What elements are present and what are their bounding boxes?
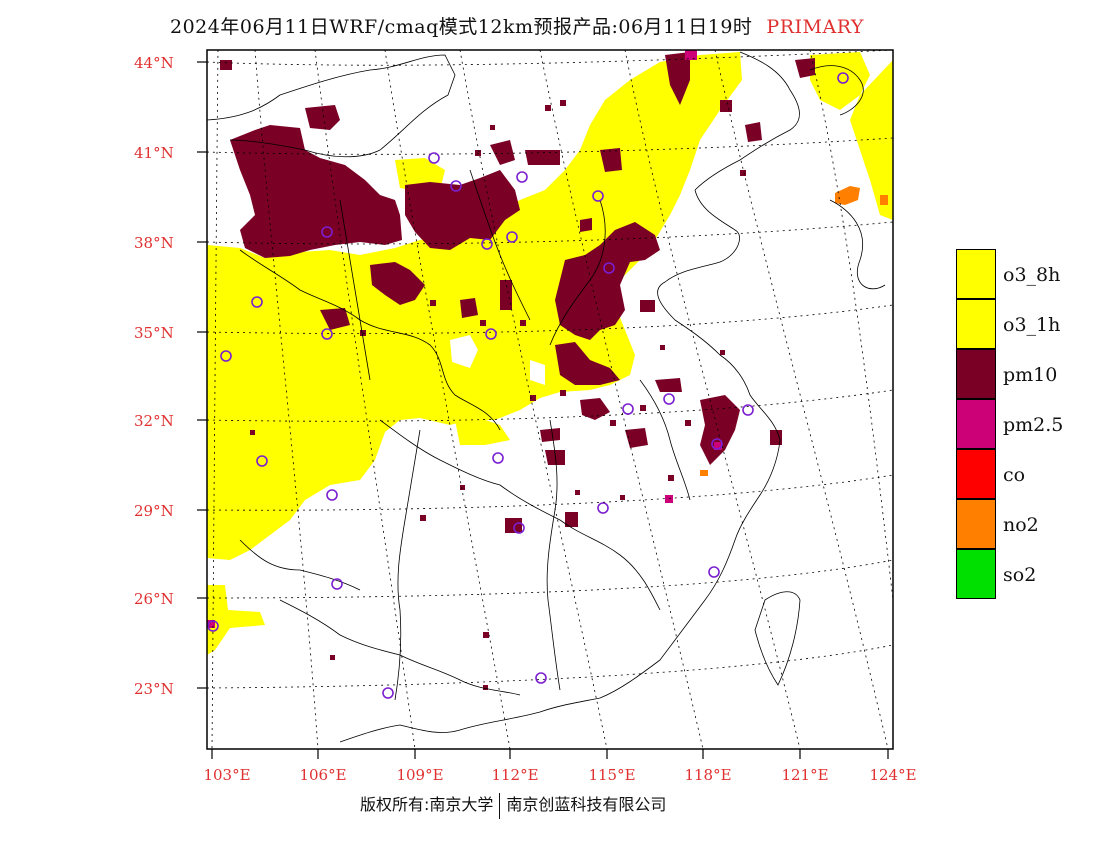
lon-label: 106°E <box>299 766 347 784</box>
legend-swatch <box>956 399 996 449</box>
legend-label: o3_1h <box>1003 314 1061 336</box>
legend-swatch <box>956 249 996 299</box>
lon-label: 103°E <box>203 766 251 784</box>
copyright: 版权所有:南京大学 南京创蓝科技有限公司 <box>360 791 666 819</box>
graticule <box>207 50 893 749</box>
lat-label: 26°N <box>134 590 174 608</box>
pm10-region <box>220 52 815 533</box>
copyright-owner: 版权所有:南京大学 <box>360 795 494 814</box>
copyright-company: 南京创蓝科技有限公司 <box>506 795 667 814</box>
legend-label: co <box>1003 464 1026 486</box>
lon-label: 115°E <box>588 766 636 784</box>
legend-label: o3_8h <box>1003 264 1061 286</box>
page-title: 2024年06月11日WRF/cmaq模式12km预报产品:06月11日19时 P… <box>170 12 864 39</box>
lon-label: 121°E <box>781 766 829 784</box>
pm25-cells <box>207 50 722 628</box>
legend-swatch <box>956 449 996 499</box>
legend-label: so2 <box>1003 564 1037 586</box>
no2-cells <box>700 186 888 476</box>
legend-swatch <box>956 299 996 349</box>
legend-swatch <box>956 549 996 599</box>
legend-label: pm2.5 <box>1003 414 1064 436</box>
lon-label: 124°E <box>869 766 917 784</box>
title-text: 2024年06月11日WRF/cmaq模式12km预报产品:06月11日19时 <box>170 16 753 38</box>
lat-label: 35°N <box>134 324 174 342</box>
lat-label: 41°N <box>134 144 174 162</box>
legend-swatch <box>956 499 996 549</box>
map-frame <box>206 49 894 750</box>
legend-label: no2 <box>1003 514 1039 536</box>
o3-region <box>207 52 893 655</box>
lon-label: 109°E <box>396 766 444 784</box>
lat-label: 23°N <box>134 680 174 698</box>
lat-label: 29°N <box>134 502 174 520</box>
lat-label: 44°N <box>134 54 174 72</box>
station-markers <box>207 72 849 699</box>
lon-label: 118°E <box>684 766 732 784</box>
lat-label: 32°N <box>134 412 174 430</box>
primary-label: PRIMARY <box>766 16 864 38</box>
lat-label: 38°N <box>134 234 174 252</box>
lon-label: 112°E <box>491 766 539 784</box>
axis-ticks <box>197 61 889 759</box>
legend-swatch <box>956 349 996 399</box>
legend-label: pm10 <box>1003 364 1058 386</box>
